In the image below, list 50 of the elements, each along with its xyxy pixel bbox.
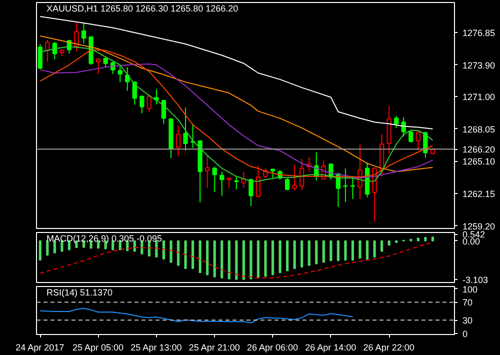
candlestick — [284, 178, 290, 191]
y-tick-label: 1271.00 — [462, 92, 496, 102]
candlestick — [226, 177, 232, 189]
chart-title: RSI(14) 51.1370 — [46, 288, 113, 298]
y-tick-label: 1276.85 — [462, 28, 496, 38]
candlestick — [394, 115, 399, 128]
candlestick — [234, 176, 239, 190]
candlestick — [154, 88, 159, 105]
x-tick-label: 25 Apr 21:00 — [188, 342, 240, 352]
line-series — [40, 242, 434, 278]
y-tick-label: -3.103 — [462, 274, 488, 285]
chart-title: MACD(12,26,9) 0.305 -0.095 — [46, 234, 162, 244]
candlestick — [183, 107, 188, 152]
x-tick-label: 25 Apr 13:00 — [130, 342, 182, 352]
candlestick — [292, 164, 297, 191]
y-tick-label: 1268.05 — [462, 124, 496, 134]
y-tick-label: 1259.20 — [462, 221, 496, 232]
candlestick — [38, 44, 42, 70]
candlestick — [110, 61, 116, 74]
x-tick-label: 26 Apr 14:00 — [305, 342, 356, 352]
x-tick-label: 26 Apr 22:00 — [363, 342, 414, 352]
y-tick-label: 0 — [462, 329, 468, 340]
candlestick — [416, 132, 420, 152]
candlestick — [118, 66, 122, 83]
candlestick — [408, 130, 414, 143]
y-tick-label: 1262.15 — [462, 188, 496, 199]
candlestick — [146, 94, 152, 113]
y-tick-label: 70 — [462, 298, 473, 308]
candlestick — [220, 171, 224, 196]
candlestick — [248, 178, 254, 207]
candlestick — [74, 22, 79, 52]
candlestick — [103, 57, 108, 68]
candlestick — [401, 116, 406, 138]
x-tick-label: 26 Apr 06:00 — [246, 342, 298, 352]
y-tick-label: 30 — [462, 316, 473, 326]
x-tick-label: 25 Apr 05:00 — [72, 342, 124, 352]
line-series — [40, 308, 354, 324]
y-tick-label: 1265.10 — [462, 156, 496, 167]
ref-line-label: 1266.20 — [462, 144, 496, 155]
x-tick-label: 24 Apr 2017 — [16, 342, 64, 352]
chart-title: XAUUSD,H1 1265.80 1266.30 1265.80 1266.20 — [46, 4, 238, 14]
candlestick — [140, 95, 144, 114]
candlestick — [256, 165, 261, 198]
candlestick — [212, 166, 217, 192]
candlestick — [176, 125, 181, 157]
y-tick-label: 1273.90 — [462, 60, 496, 70]
y-tick-label: 100 — [462, 284, 478, 294]
candlestick — [81, 22, 86, 44]
candlestick — [205, 156, 210, 188]
candlestick — [96, 58, 101, 74]
